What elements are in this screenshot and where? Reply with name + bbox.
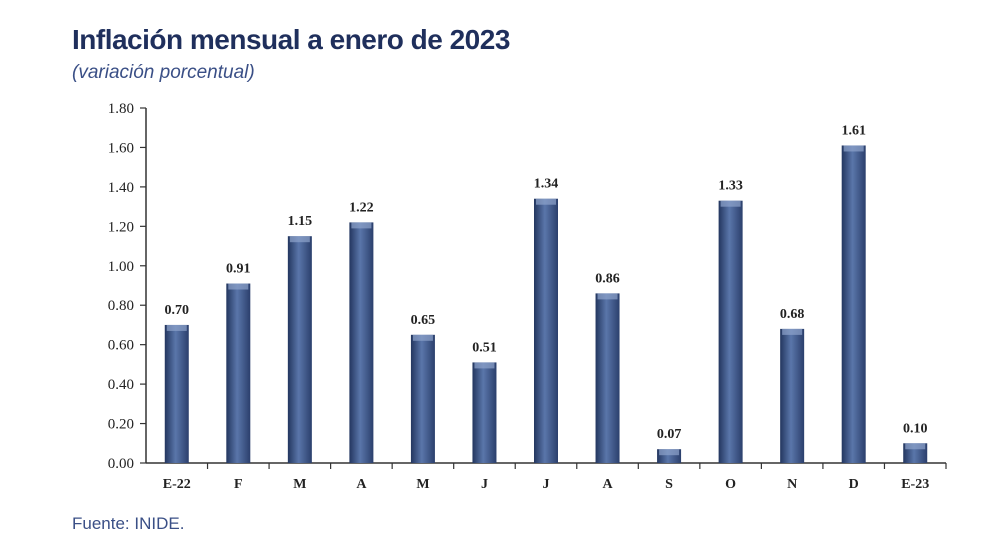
x-tick-label: E-23 [901, 477, 929, 492]
data-label: 0.68 [780, 307, 805, 322]
chart-subtitle: (variación porcentual) [72, 62, 255, 83]
bar [595, 293, 620, 463]
data-label: 1.22 [349, 200, 374, 215]
data-label: 0.65 [411, 313, 436, 328]
bar-cap [351, 222, 372, 229]
data-label: 0.10 [903, 421, 928, 436]
chart-title: Inflación mensual a enero de 2023 [72, 24, 510, 55]
bar-body [595, 293, 620, 463]
bar-body [287, 236, 312, 463]
x-tick-label: M [293, 477, 306, 492]
data-label: 1.33 [718, 179, 743, 194]
y-tick-label: 0.20 [108, 417, 134, 433]
bar-body [472, 362, 497, 463]
source-note: Fuente: INIDE. [72, 514, 185, 533]
bar [718, 200, 743, 463]
bar [410, 334, 435, 463]
x-tick-label: M [416, 477, 429, 492]
y-tick-label: 1.60 [108, 140, 134, 156]
data-label: 1.34 [534, 177, 559, 192]
bar-body [164, 324, 189, 463]
y-axis: 0.00 0.20 0.40 0.60 0.80 1.00 1.20 1.40 1.60 1.80 [108, 101, 147, 472]
x-tick-label: J [543, 477, 550, 492]
x-tick-label: A [356, 477, 367, 492]
x-tick-label: D [849, 477, 859, 492]
x-tick-label: N [787, 477, 797, 492]
bar-body [410, 334, 435, 463]
x-tick-label: F [234, 477, 243, 492]
bar-cap [782, 328, 803, 335]
data-label: 0.07 [657, 427, 682, 442]
bar [780, 328, 805, 463]
bar [472, 362, 497, 463]
bar [226, 283, 251, 463]
bar-cap [289, 236, 310, 243]
bar-cap [474, 362, 495, 369]
bar-body [349, 222, 374, 463]
bar [534, 198, 558, 463]
x-tick-label: A [602, 477, 613, 492]
bar-cap [843, 145, 864, 152]
y-tick-label: 1.00 [108, 259, 134, 275]
x-tick-label: O [725, 477, 736, 492]
x-tick-label: S [665, 477, 673, 492]
bar [841, 145, 866, 463]
y-tick-label: 1.40 [108, 180, 134, 196]
data-label: 0.91 [226, 262, 251, 277]
bar-body [534, 198, 558, 463]
bar [287, 236, 312, 463]
y-tick-label: 0.60 [108, 338, 134, 354]
data-label: 0.70 [165, 303, 190, 318]
bar-cap [659, 449, 680, 456]
x-axis: E-22 F M A M J J A S O N D E-23 [146, 462, 947, 492]
bar-cap [905, 443, 926, 450]
y-tick-label: 0.00 [108, 456, 134, 472]
bar-body [780, 328, 805, 463]
bar-cap [412, 334, 433, 341]
x-tick-label: E-22 [163, 477, 191, 492]
bar-cap [166, 324, 187, 331]
data-label: 0.51 [472, 340, 497, 355]
bar-cap [597, 293, 618, 300]
data-label: 1.61 [841, 123, 866, 138]
bar-cap [536, 198, 556, 205]
bar-cap [228, 283, 249, 290]
bars [164, 145, 928, 463]
bar [657, 449, 682, 463]
y-tick-label: 1.20 [108, 219, 134, 235]
data-label: 0.86 [595, 271, 620, 286]
bar-body [718, 200, 743, 463]
bar-cap [720, 200, 741, 207]
y-tick-label: 1.80 [108, 101, 134, 117]
y-tick-label: 0.40 [108, 377, 134, 393]
data-labels: 0.70 0.91 1.15 1.22 0.65 0.51 1.34 0.86 0.07 1.33… [165, 123, 928, 442]
bar [903, 443, 928, 463]
bar [164, 324, 189, 463]
bar-body [226, 283, 251, 463]
data-label: 1.15 [288, 214, 313, 229]
x-tick-label: J [481, 477, 488, 492]
bar [349, 222, 374, 463]
bar-body [841, 145, 866, 463]
y-tick-label: 0.80 [108, 298, 134, 314]
